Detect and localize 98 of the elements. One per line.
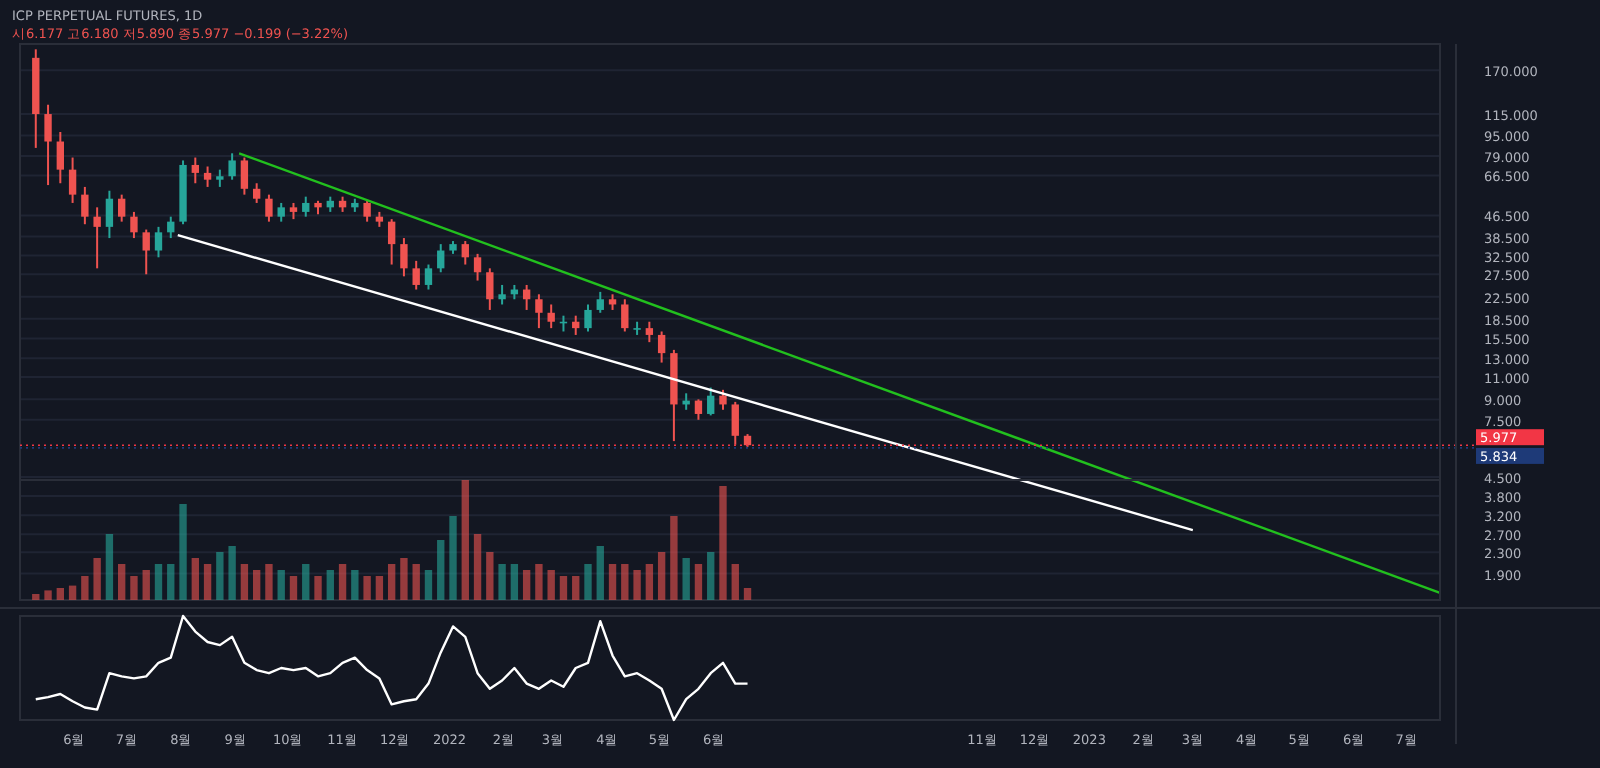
bar: [535, 564, 543, 600]
bar: [596, 546, 604, 600]
candlestick: [387, 218, 396, 266]
candlestick: [56, 130, 64, 185]
bar: [731, 564, 739, 600]
bar: [326, 570, 334, 600]
bar: [314, 576, 322, 600]
bar: [228, 546, 236, 600]
candlestick: [547, 303, 555, 330]
bar: [252, 570, 261, 600]
candlestick: [584, 303, 592, 333]
candlestick: [81, 185, 89, 226]
bar: [707, 552, 715, 600]
bar: [645, 564, 654, 600]
bar: [375, 576, 384, 600]
candlestick: [657, 330, 666, 364]
bar: [105, 534, 114, 600]
bar: [240, 564, 249, 600]
bar: [547, 570, 555, 600]
candlestick: [473, 252, 482, 282]
bar: [118, 564, 126, 600]
bar: [93, 558, 101, 600]
candlestick: [191, 156, 199, 185]
candlestick: [400, 237, 408, 278]
candlestick: [498, 283, 506, 306]
bar: [387, 564, 396, 600]
bar: [81, 576, 89, 600]
bar: [289, 576, 298, 600]
bar: [191, 558, 199, 600]
bar: [351, 570, 359, 600]
bar: [572, 576, 580, 600]
bar: [461, 480, 469, 600]
bar: [142, 570, 150, 600]
candlestick: [44, 103, 52, 187]
candlestick: [363, 199, 371, 223]
candlestick: [412, 259, 420, 291]
bar: [265, 564, 273, 600]
bar: [473, 534, 482, 600]
bar: [154, 564, 163, 600]
bar: [302, 564, 310, 600]
bar: [338, 564, 347, 600]
bar: [203, 564, 212, 600]
bar: [277, 570, 285, 600]
bar: [584, 564, 592, 600]
bar: [682, 558, 690, 600]
bar: [179, 504, 187, 600]
candlestick: [118, 193, 126, 223]
candlestick: [252, 182, 261, 204]
bar: [32, 594, 40, 600]
candlestick: [228, 152, 236, 181]
bar: [424, 570, 433, 600]
bar: [400, 558, 408, 600]
candlestick: [265, 193, 273, 223]
bar: [486, 552, 494, 600]
candlestick: [694, 398, 703, 421]
candlestick: [461, 240, 469, 266]
candlestick: [93, 206, 101, 270]
bar: [559, 576, 568, 600]
candlestick: [424, 263, 433, 291]
bar: [68, 585, 77, 600]
bar: [657, 552, 666, 600]
bar: [633, 570, 641, 600]
bar: [621, 564, 629, 600]
candlestick: [437, 243, 445, 274]
bar: [522, 570, 531, 600]
bar: [216, 552, 224, 600]
bar: [167, 564, 175, 600]
bar: [608, 564, 617, 600]
bar: [510, 564, 519, 600]
candlestick: [203, 165, 212, 188]
candlestick: [707, 386, 715, 417]
candlestick: [731, 400, 739, 446]
candlestick: [621, 298, 629, 333]
bar: [44, 590, 52, 600]
candlestick: [240, 156, 249, 196]
candlestick: [535, 293, 543, 330]
candlestick: [154, 225, 163, 259]
bar: [363, 576, 371, 600]
candlestick: [302, 195, 310, 218]
bar: [437, 540, 445, 600]
bar: [743, 588, 752, 600]
candlestick: [719, 388, 727, 411]
candlestick: [142, 228, 150, 276]
candlestick: [130, 210, 138, 240]
bar: [498, 564, 506, 600]
bar: [449, 516, 457, 600]
bar: [670, 516, 678, 600]
bar: [719, 486, 727, 600]
candlestick: [596, 290, 604, 314]
candlestick: [645, 320, 654, 344]
candlestick: [105, 189, 114, 240]
candlestick: [68, 156, 77, 204]
bar: [56, 588, 64, 600]
candlestick: [486, 267, 494, 311]
candlestick: [277, 201, 285, 223]
bar: [694, 564, 703, 600]
bar: [412, 564, 420, 600]
bar: [130, 576, 138, 600]
